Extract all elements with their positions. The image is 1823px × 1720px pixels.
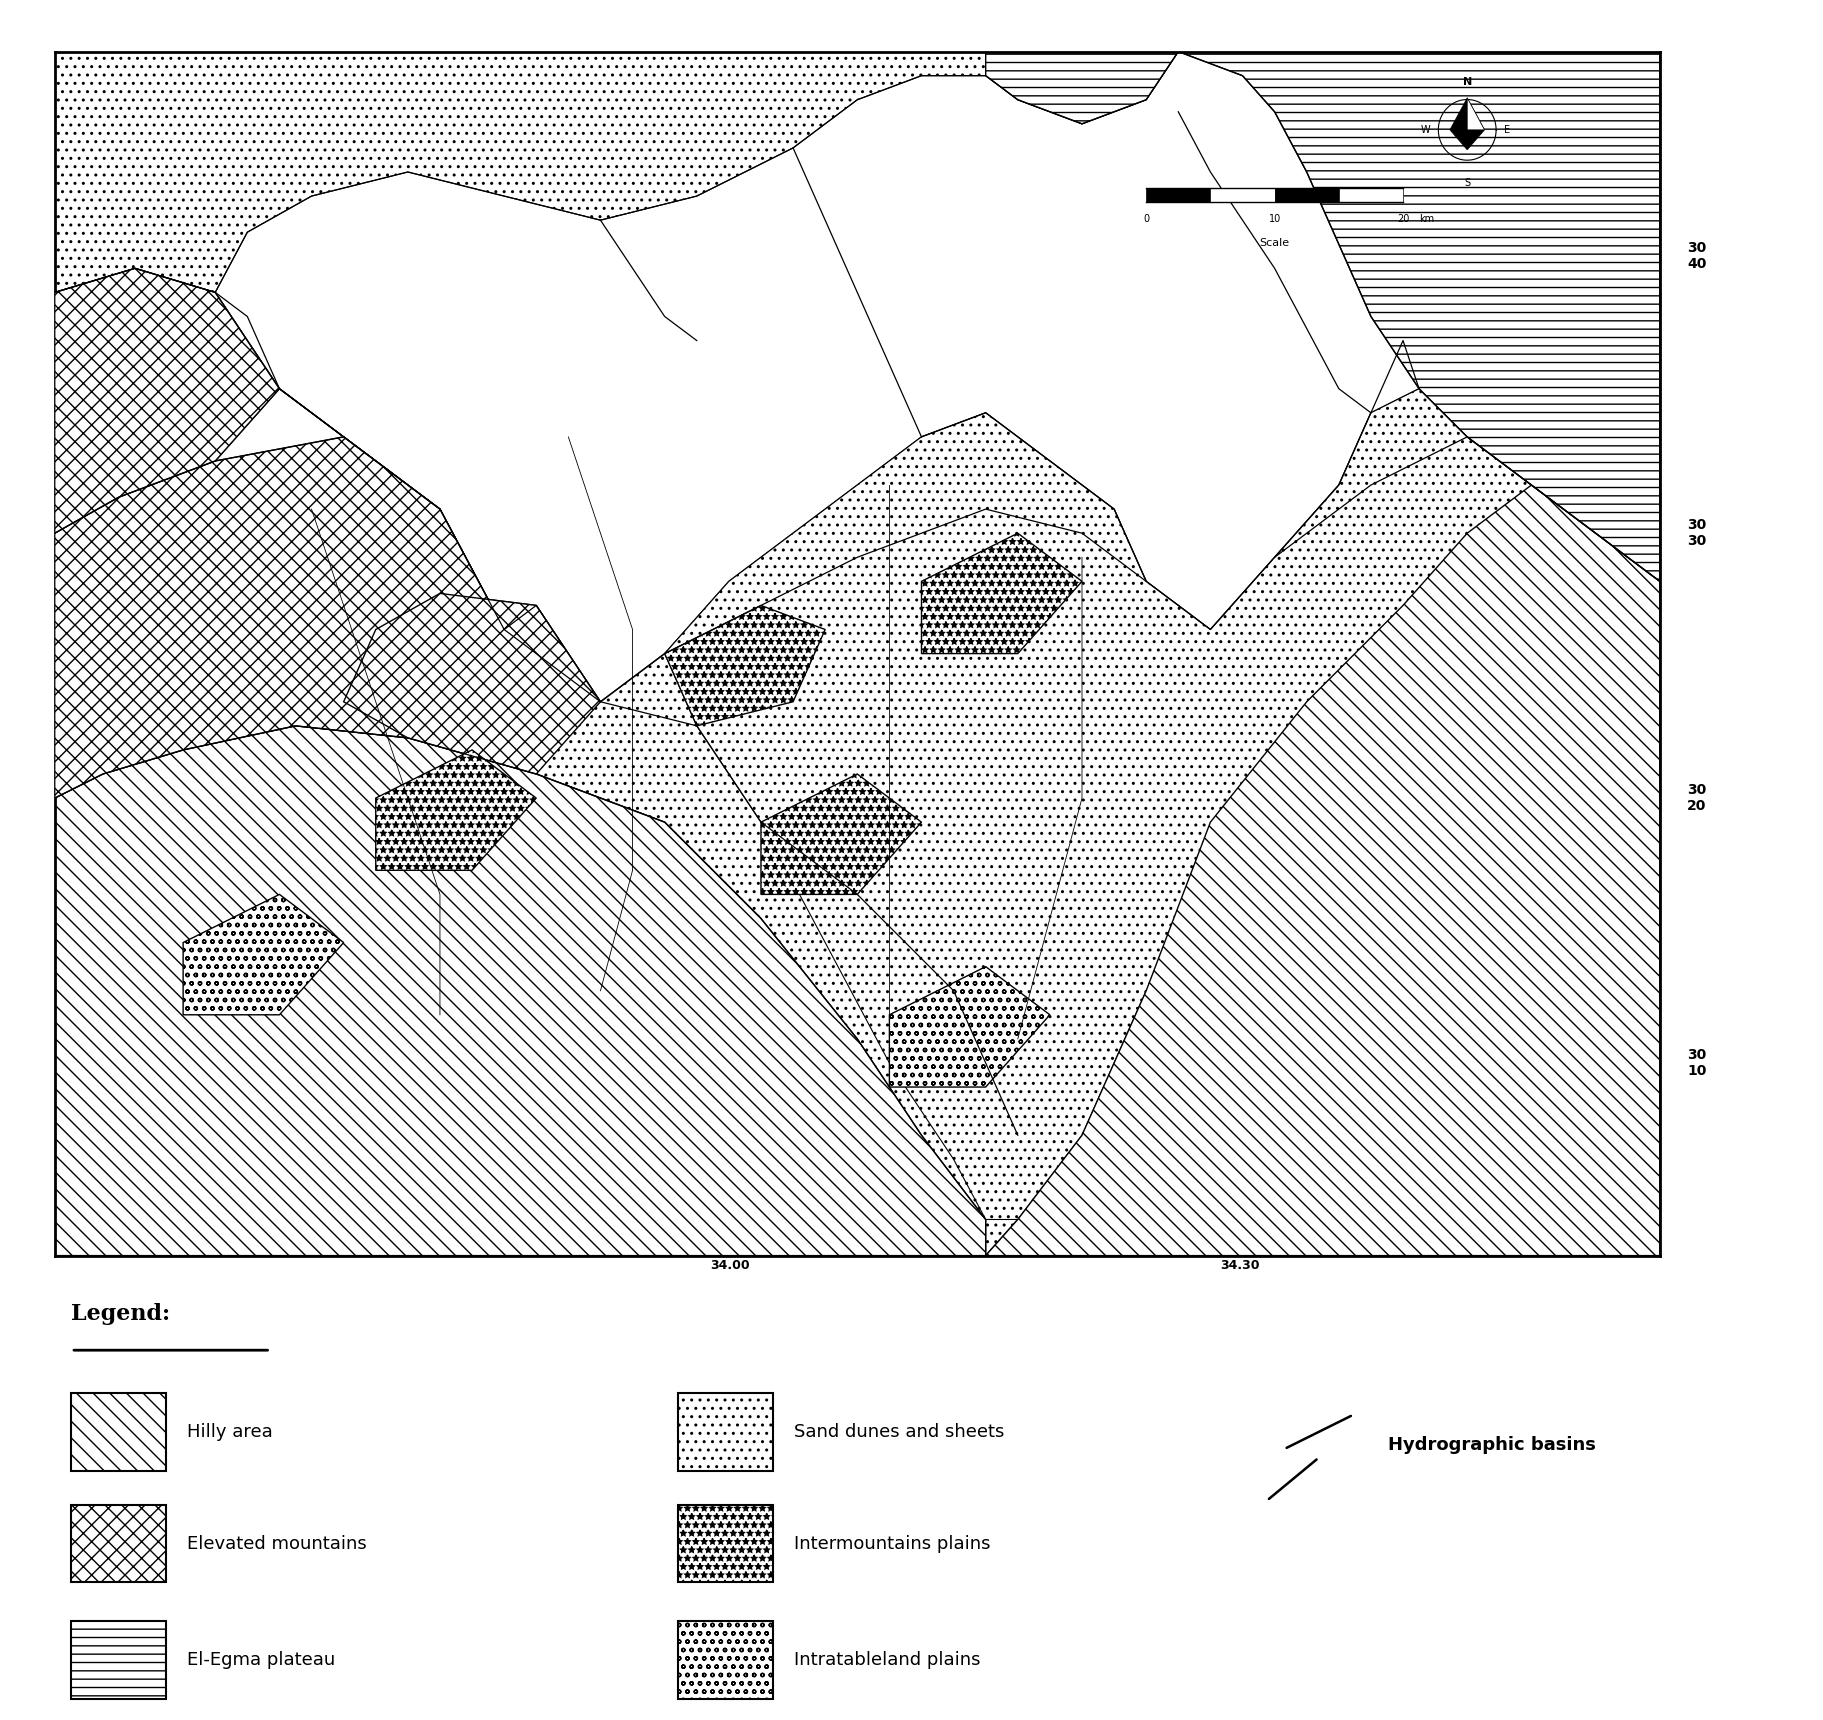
Text: E: E [1504,126,1509,134]
Text: 34.30: 34.30 [1220,1259,1260,1273]
Text: Hydrographic basins: Hydrographic basins [1387,1436,1595,1453]
Polygon shape [890,967,1050,1087]
Text: 34.00: 34.00 [709,1259,749,1273]
Text: Legend:: Legend: [71,1304,170,1324]
Polygon shape [984,52,1178,124]
Polygon shape [55,268,279,533]
Text: 30
40: 30 40 [1686,241,1706,272]
Text: Intratableland plains: Intratableland plains [793,1651,979,1668]
Text: W: W [1420,126,1429,134]
FancyBboxPatch shape [71,1393,166,1471]
Text: km: km [1418,215,1433,224]
Text: Scale: Scale [1260,239,1289,248]
FancyBboxPatch shape [678,1393,773,1471]
Text: S: S [1464,179,1469,187]
Bar [1338,187,1402,203]
Polygon shape [55,268,1466,1256]
Text: 10: 10 [1267,215,1280,224]
FancyBboxPatch shape [71,1505,166,1582]
Polygon shape [55,52,1178,292]
Text: 30
30: 30 30 [1686,518,1706,549]
Text: N: N [1462,77,1471,88]
Text: Sand dunes and sheets: Sand dunes and sheets [793,1422,1003,1441]
Polygon shape [55,52,1659,1256]
Text: 30
10: 30 10 [1686,1047,1706,1078]
Text: El-Egma plateau: El-Egma plateau [188,1651,335,1668]
Polygon shape [376,750,536,870]
Text: 0: 0 [1143,215,1148,224]
Polygon shape [343,593,600,774]
Polygon shape [55,52,1178,292]
Bar [1274,187,1338,203]
Polygon shape [664,605,824,726]
Text: Elevated mountains: Elevated mountains [188,1534,366,1553]
Polygon shape [55,726,984,1256]
Polygon shape [1449,98,1484,150]
Polygon shape [182,894,343,1015]
Polygon shape [984,485,1659,1256]
Polygon shape [921,533,1081,654]
Text: 20: 20 [1396,215,1409,224]
Text: Intermountains plains: Intermountains plains [793,1534,990,1553]
FancyBboxPatch shape [678,1505,773,1582]
Bar [1145,187,1210,203]
Polygon shape [1178,52,1659,581]
Polygon shape [760,774,921,894]
FancyBboxPatch shape [678,1620,773,1699]
Text: 30
20: 30 20 [1686,783,1706,814]
Polygon shape [664,389,1659,1219]
Polygon shape [1466,98,1484,131]
Bar [1210,187,1274,203]
Text: Hilly area: Hilly area [188,1422,273,1441]
FancyBboxPatch shape [71,1620,166,1699]
Polygon shape [55,437,503,798]
